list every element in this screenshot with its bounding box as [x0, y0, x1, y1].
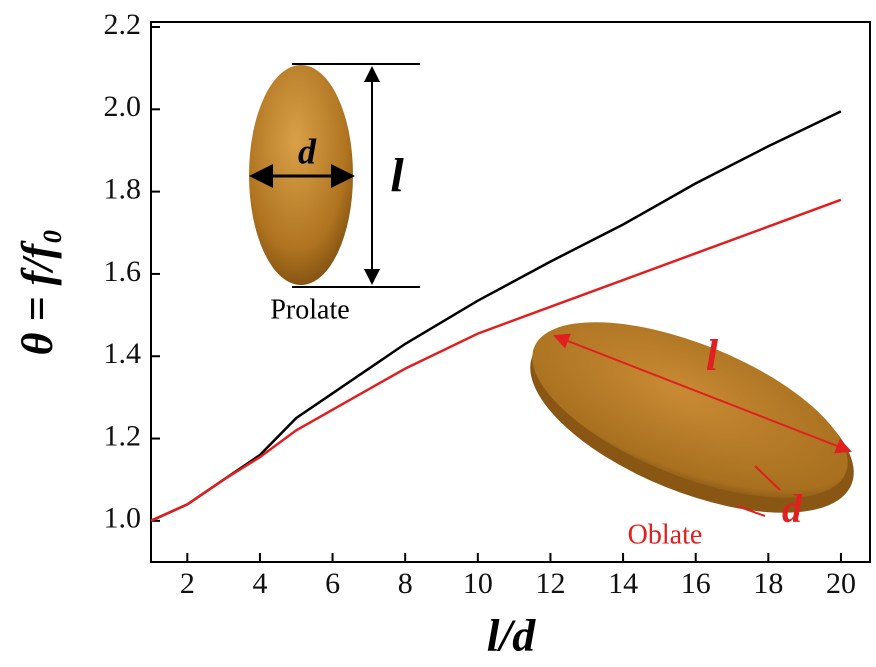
y-tick-label: 1.2	[104, 419, 142, 452]
y-tick-label: 2.0	[104, 90, 142, 123]
y-tick-label: 1.8	[104, 173, 142, 206]
x-tick-label: 14	[608, 567, 638, 600]
series-label: Oblate	[628, 519, 703, 550]
plot-area: 1.0 1.2 1.4 1.6 1.8 2.0 2.2 2 4 6 8 10 12 14 16 18 20	[104, 8, 871, 600]
y-tick-label: 1.0	[104, 502, 142, 535]
x-tick-label: 16	[681, 567, 711, 600]
series-label: Prolate	[270, 294, 349, 325]
y-tick-label: 1.4	[104, 337, 142, 370]
y-tick-label: 2.2	[104, 8, 142, 41]
chart: 1.01.21.41.61.82.02.22468101214161820 d …	[0, 0, 876, 667]
annotation: d	[782, 486, 803, 531]
x-axis-label: l/d	[487, 610, 537, 661]
y-axis-label: θ = f/f₀	[13, 229, 62, 356]
x-tick-label: 8	[398, 567, 413, 600]
x-tick-label: 2	[180, 567, 195, 600]
annotation: l	[706, 331, 719, 380]
x-tick-label: 20	[826, 567, 856, 600]
x-tick-label: 12	[535, 567, 565, 600]
x-tick-label: 4	[252, 567, 267, 600]
x-tick-label: 18	[753, 567, 783, 600]
oblate-shape	[506, 286, 876, 551]
annotation: l	[390, 149, 404, 202]
annotation: d	[298, 131, 317, 171]
y-tick-label: 1.6	[104, 255, 142, 288]
x-tick-label: 10	[463, 567, 493, 600]
x-tick-label: 6	[325, 567, 340, 600]
